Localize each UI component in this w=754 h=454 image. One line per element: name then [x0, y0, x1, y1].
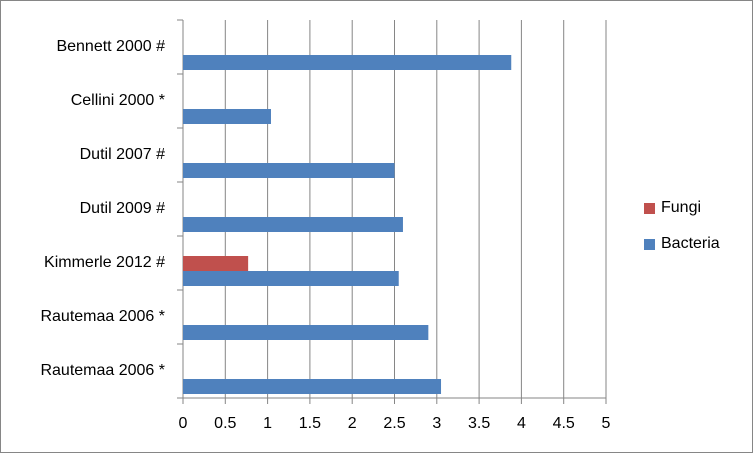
y-tick-label: Bennett 2000 # [56, 38, 165, 55]
bar [183, 55, 512, 70]
y-tick-label: Dutil 2007 # [80, 146, 165, 163]
y-tick-label: Rautemaa 2006 * [40, 362, 165, 379]
bar [183, 379, 442, 394]
x-tick-label: 2 [348, 415, 357, 432]
x-tick-label: 4 [517, 415, 526, 432]
x-tick-label: 1.5 [299, 415, 321, 432]
legend-swatch [644, 203, 655, 214]
x-tick-label: 2.5 [383, 415, 405, 432]
x-tick-label: 0.5 [214, 415, 236, 432]
bar [183, 256, 249, 271]
x-tick-label: 1 [263, 415, 272, 432]
bar [183, 163, 395, 178]
bar [183, 217, 403, 232]
x-tick-label: 4.5 [553, 415, 575, 432]
y-tick-label: Dutil 2009 # [80, 200, 165, 217]
legend-label: Fungi [661, 199, 701, 216]
legend-swatch [644, 239, 655, 250]
bar [183, 271, 399, 286]
x-tick-label: 3.5 [468, 415, 490, 432]
bar [183, 325, 429, 340]
x-tick-label: 3 [432, 415, 441, 432]
x-tick-label: 5 [602, 415, 611, 432]
y-tick-label: Cellini 2000 * [71, 92, 165, 109]
y-tick-label: Kimmerle 2012 # [44, 254, 165, 271]
y-tick-label: Rautemaa 2006 * [40, 308, 165, 325]
bar [183, 109, 271, 124]
legend-label: Bacteria [661, 235, 720, 252]
x-tick-label: 0 [179, 415, 188, 432]
